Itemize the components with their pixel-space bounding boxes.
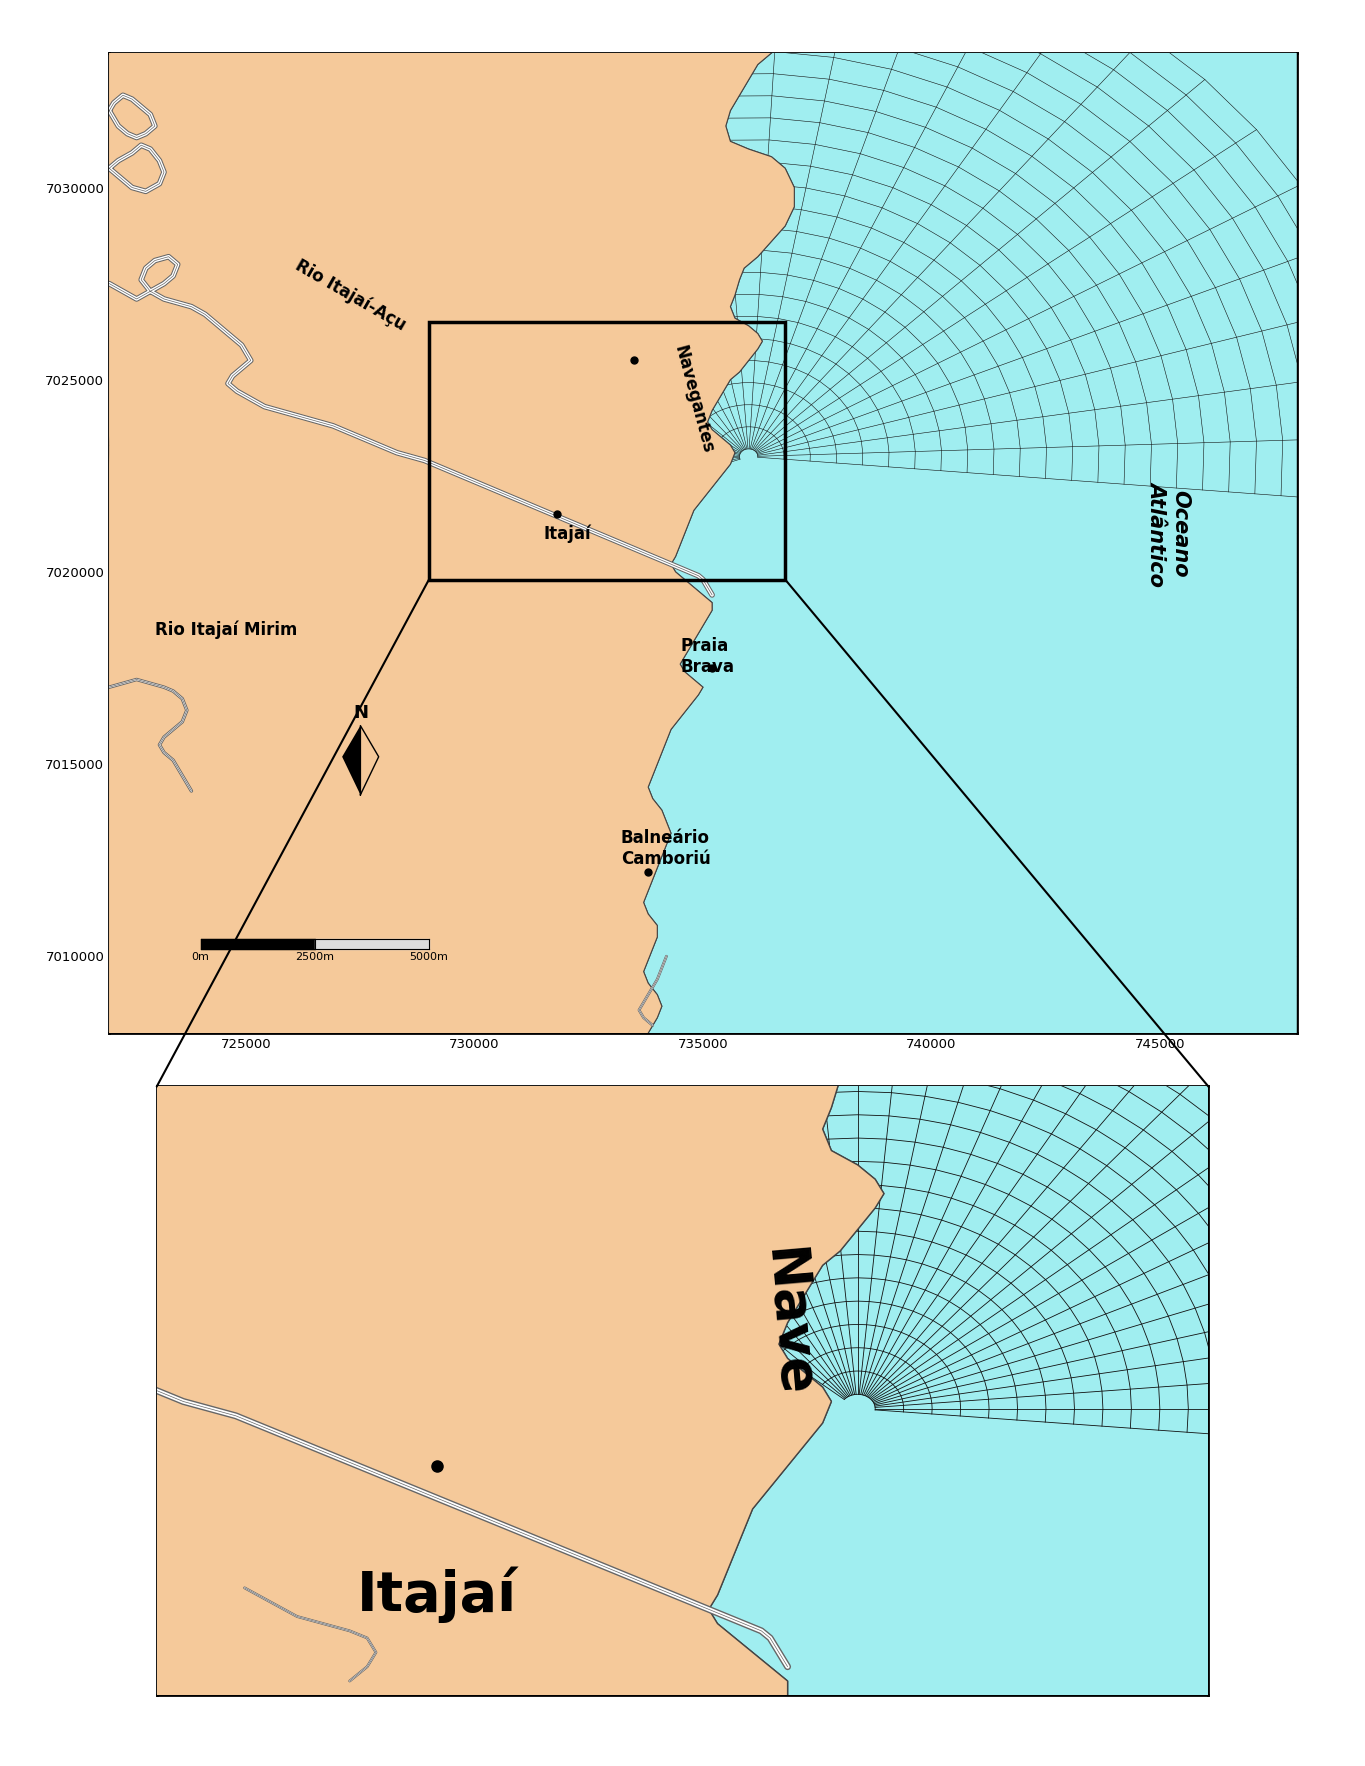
Text: Nave: Nave xyxy=(755,1245,820,1399)
Polygon shape xyxy=(343,726,360,795)
Polygon shape xyxy=(643,53,1297,1033)
Polygon shape xyxy=(321,835,1365,1459)
Polygon shape xyxy=(109,0,1365,641)
Text: 2500m: 2500m xyxy=(295,952,334,962)
Text: Navegantes: Navegantes xyxy=(670,343,717,456)
Polygon shape xyxy=(109,53,794,1033)
Bar xyxy=(429,321,785,579)
Text: N: N xyxy=(354,705,369,722)
Text: 0m: 0m xyxy=(191,952,209,962)
Text: Itajaí: Itajaí xyxy=(543,525,591,542)
Text: Oceano
Atlântico: Oceano Atlântico xyxy=(1147,480,1190,586)
Text: Rio Itajaí-Açu: Rio Itajaí-Açu xyxy=(292,256,410,334)
Polygon shape xyxy=(157,655,945,1766)
Text: Balneário
Camboriú: Balneário Camboriú xyxy=(621,830,711,869)
Polygon shape xyxy=(657,655,1208,1766)
Text: 5000m: 5000m xyxy=(410,952,448,962)
Text: Itajaí: Itajaí xyxy=(358,1566,517,1623)
Polygon shape xyxy=(109,53,794,1033)
Text: Rio Itajaí Mirim: Rio Itajaí Mirim xyxy=(154,620,298,639)
Polygon shape xyxy=(157,655,945,1766)
Text: Praia
Brava: Praia Brava xyxy=(680,638,734,676)
